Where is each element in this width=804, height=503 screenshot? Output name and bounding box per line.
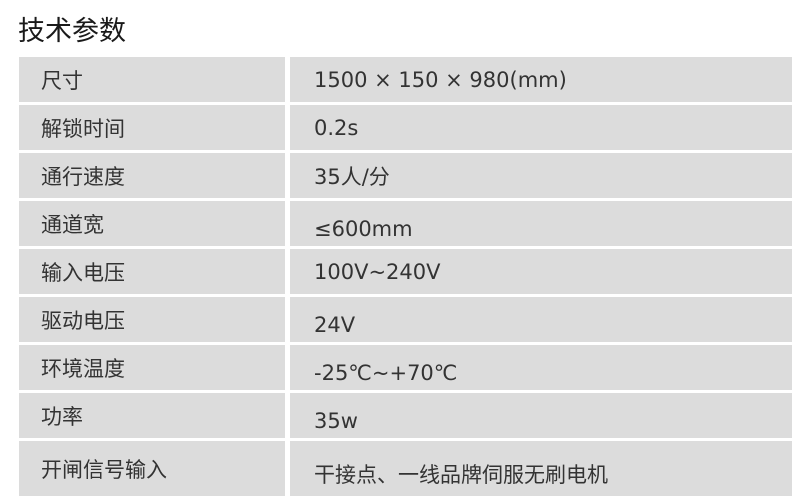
spec-value: 24V <box>290 297 792 342</box>
spec-label: 输入电压 <box>19 249 285 294</box>
spec-label: 通行速度 <box>19 153 285 198</box>
table-row: 驱动电压 24V <box>19 297 792 342</box>
table-row: 环境温度 -25℃~+70℃ <box>19 345 792 390</box>
table-row: 开闸信号输入 干接点、一线品牌伺服无刷电机 <box>19 441 792 496</box>
spec-value: 35人/分 <box>290 153 792 198</box>
table-row: 通道宽 ≤600mm <box>19 201 792 246</box>
spec-value: ≤600mm <box>290 201 792 246</box>
table-row: 解锁时间 0.2s <box>19 105 792 150</box>
spec-label: 功率 <box>19 393 285 438</box>
spec-value: -25℃~+70℃ <box>290 345 792 390</box>
spec-label: 解锁时间 <box>19 105 285 150</box>
spec-value: 35w <box>290 393 792 438</box>
spec-table: 尺寸 1500 × 150 × 980(mm) 解锁时间 0.2s 通行速度 35人/… <box>19 57 792 499</box>
table-row: 输入电压 100V~240V <box>19 249 792 294</box>
spec-value: 干接点、一线品牌伺服无刷电机 <box>290 441 792 496</box>
page-title: 技术参数 <box>18 16 126 47</box>
table-row: 通行速度 35人/分 <box>19 153 792 198</box>
table-row: 功率 35w <box>19 393 792 438</box>
spec-label: 尺寸 <box>19 57 285 102</box>
spec-label: 环境温度 <box>19 345 285 390</box>
spec-label: 通道宽 <box>19 201 285 246</box>
spec-label: 开闸信号输入 <box>19 441 285 496</box>
spec-value: 0.2s <box>290 105 792 150</box>
spec-label: 驱动电压 <box>19 297 285 342</box>
table-row: 尺寸 1500 × 150 × 980(mm) <box>19 57 792 102</box>
spec-value: 100V~240V <box>290 249 792 294</box>
spec-value: 1500 × 150 × 980(mm) <box>290 57 792 102</box>
